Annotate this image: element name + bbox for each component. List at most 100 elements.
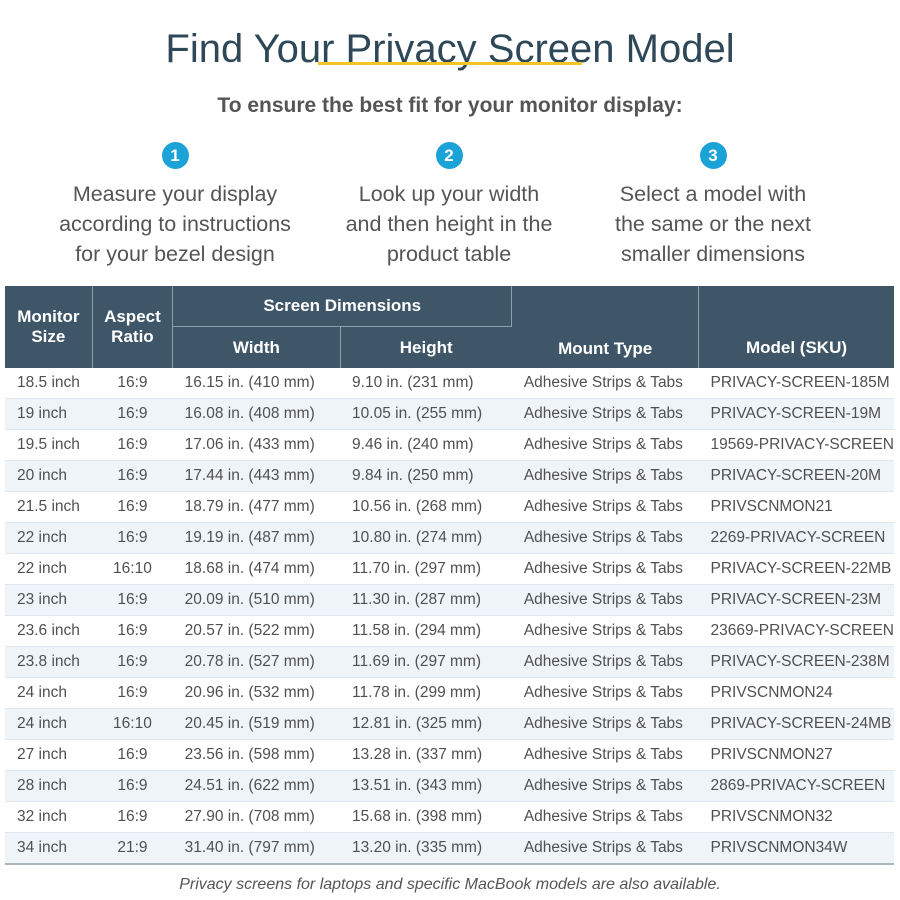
step-text-line: Look up your width [358, 182, 540, 206]
table-row: 20 inch 16:9 17.44 in. (443 mm) 9.84 in. (2… [5, 460, 894, 492]
cell-monitor-size: 22 inch [5, 553, 93, 585]
step-text-line: and then height in the [345, 212, 553, 236]
header-screen-dimensions: Screen Dimensions [172, 286, 513, 327]
cell-model-sku: PRIVACY-SCREEN-24MB [698, 708, 894, 740]
step-number-badge: 2 [435, 142, 463, 169]
cell-mount-type: Adhesive Strips & Tabs [511, 553, 699, 585]
header-mount-type: Mount Type [511, 286, 699, 368]
step-text-line: according to instructions [59, 212, 291, 236]
cell-aspect-ratio: 21:9 [92, 832, 173, 865]
step-text-line: Measure your display [72, 182, 278, 206]
cell-model-sku: PRIVACY-SCREEN-238M [698, 646, 894, 678]
table-row: 23 inch 16:9 20.09 in. (510 mm) 11.30 in. (… [5, 584, 894, 616]
cell-mount-type: Adhesive Strips & Tabs [511, 646, 699, 678]
cell-mount-type: Adhesive Strips & Tabs [511, 615, 699, 647]
cell-height: 11.58 in. (294 mm) [340, 615, 512, 647]
cell-monitor-size: 27 inch [5, 739, 93, 771]
cell-aspect-ratio: 16:9 [92, 429, 173, 461]
cell-height: 11.78 in. (299 mm) [340, 677, 512, 709]
cell-model-sku: PRIVACY-SCREEN-185M [698, 368, 894, 399]
cell-height: 11.70 in. (297 mm) [340, 553, 512, 585]
cell-monitor-size: 32 inch [5, 801, 93, 833]
cell-monitor-size: 28 inch [5, 770, 93, 802]
cell-monitor-size: 22 inch [5, 522, 93, 554]
cell-aspect-ratio: 16:9 [92, 739, 173, 771]
cell-width: 20.96 in. (532 mm) [172, 677, 341, 709]
cell-mount-type: Adhesive Strips & Tabs [511, 801, 699, 833]
cell-model-sku: PRIVSCNMON27 [698, 739, 894, 771]
cell-width: 20.45 in. (519 mm) [172, 708, 341, 740]
cell-width: 31.40 in. (797 mm) [172, 832, 341, 865]
footnote: Privacy screens for laptops and specific… [179, 876, 721, 893]
cell-width: 20.09 in. (510 mm) [172, 584, 341, 616]
cell-height: 10.05 in. (255 mm) [340, 398, 512, 430]
cell-model-sku: PRIVSCNMON24 [698, 677, 894, 709]
cell-width: 18.68 in. (474 mm) [172, 553, 341, 585]
cell-monitor-size: 19.5 inch [5, 429, 93, 461]
cell-height: 11.69 in. (297 mm) [340, 646, 512, 678]
cell-mount-type: Adhesive Strips & Tabs [511, 491, 699, 523]
cell-width: 24.51 in. (622 mm) [172, 770, 341, 802]
cell-aspect-ratio: 16:9 [92, 522, 173, 554]
step-2: 2 Look up your width and then height in th… [309, 142, 589, 269]
cell-mount-type: Adhesive Strips & Tabs [511, 708, 699, 740]
cell-model-sku: PRIVACY-SCREEN-22MB [698, 553, 894, 585]
cell-height: 13.20 in. (335 mm) [340, 832, 512, 865]
header-width: Width [172, 326, 341, 368]
cell-width: 18.79 in. (477 mm) [172, 491, 341, 523]
product-table: Monitor Size Aspect Ratio Screen Dimensi… [5, 286, 894, 865]
cell-aspect-ratio: 16:10 [92, 708, 173, 740]
header-height: Height [340, 326, 512, 368]
cell-monitor-size: 21.5 inch [5, 491, 93, 523]
subtitle: To ensure the best fit for your monitor … [217, 94, 683, 117]
step-text-line: Select a model with [619, 182, 807, 206]
cell-monitor-size: 20 inch [5, 460, 93, 492]
cell-model-sku: PRIVSCNMON32 [698, 801, 894, 833]
table-row: 27 inch 16:9 23.56 in. (598 mm) 13.28 in. (… [5, 739, 894, 771]
cell-aspect-ratio: 16:9 [92, 646, 173, 678]
table-row: 18.5 inch 16:9 16.15 in. (410 mm) 9.10 in. … [5, 368, 894, 399]
cell-aspect-ratio: 16:9 [92, 801, 173, 833]
cell-width: 23.56 in. (598 mm) [172, 739, 341, 771]
cell-mount-type: Adhesive Strips & Tabs [511, 677, 699, 709]
cell-aspect-ratio: 16:9 [92, 615, 173, 647]
cell-monitor-size: 23.6 inch [5, 615, 93, 647]
cell-aspect-ratio: 16:9 [92, 368, 173, 399]
cell-aspect-ratio: 16:9 [92, 398, 173, 430]
cell-aspect-ratio: 16:10 [92, 553, 173, 585]
cell-mount-type: Adhesive Strips & Tabs [511, 460, 699, 492]
cell-height: 10.80 in. (274 mm) [340, 522, 512, 554]
cell-mount-type: Adhesive Strips & Tabs [511, 584, 699, 616]
table-row: 19 inch 16:9 16.08 in. (408 mm) 10.05 in. (… [5, 398, 894, 430]
table-row: 34 inch 21:9 31.40 in. (797 mm) 13.20 in. (… [5, 832, 894, 865]
title-underline [318, 62, 582, 65]
cell-width: 27.90 in. (708 mm) [172, 801, 341, 833]
cell-width: 17.06 in. (433 mm) [172, 429, 341, 461]
cell-monitor-size: 19 inch [5, 398, 93, 430]
cell-monitor-size: 18.5 inch [5, 368, 93, 399]
table-row: 32 inch 16:9 27.90 in. (708 mm) 15.68 in. (… [5, 801, 894, 833]
cell-monitor-size: 23.8 inch [5, 646, 93, 678]
cell-aspect-ratio: 16:9 [92, 460, 173, 492]
cell-model-sku: 2869-PRIVACY-SCREEN [698, 770, 894, 802]
step-text-line: smaller dimensions [620, 242, 805, 266]
header-aspect-ratio: Aspect Ratio [92, 286, 174, 368]
table-row: 21.5 inch 16:9 18.79 in. (477 mm) 10.56 in.… [5, 491, 894, 523]
cell-height: 12.81 in. (325 mm) [340, 708, 512, 740]
table-row: 28 inch 16:9 24.51 in. (622 mm) 13.51 in. (… [5, 770, 894, 802]
cell-width: 19.19 in. (487 mm) [172, 522, 341, 554]
cell-height: 9.46 in. (240 mm) [340, 429, 512, 461]
cell-width: 16.15 in. (410 mm) [172, 368, 341, 399]
table-row: 19.5 inch 16:9 17.06 in. (433 mm) 9.46 in. … [5, 429, 894, 461]
cell-mount-type: Adhesive Strips & Tabs [511, 832, 699, 865]
cell-aspect-ratio: 16:9 [92, 770, 173, 802]
cell-model-sku: PRIVSCNMON21 [698, 491, 894, 523]
cell-height: 10.56 in. (268 mm) [340, 491, 512, 523]
cell-height: 11.30 in. (287 mm) [340, 584, 512, 616]
cell-monitor-size: 34 inch [5, 832, 93, 865]
cell-aspect-ratio: 16:9 [92, 584, 173, 616]
cell-model-sku: PRIVACY-SCREEN-19M [698, 398, 894, 430]
cell-mount-type: Adhesive Strips & Tabs [511, 739, 699, 771]
cell-width: 20.57 in. (522 mm) [172, 615, 341, 647]
cell-mount-type: Adhesive Strips & Tabs [511, 429, 699, 461]
